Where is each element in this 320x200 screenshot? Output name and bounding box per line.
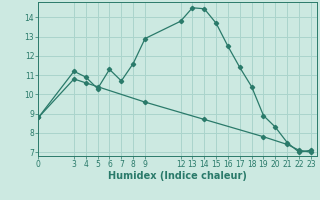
X-axis label: Humidex (Indice chaleur): Humidex (Indice chaleur) <box>108 171 247 181</box>
